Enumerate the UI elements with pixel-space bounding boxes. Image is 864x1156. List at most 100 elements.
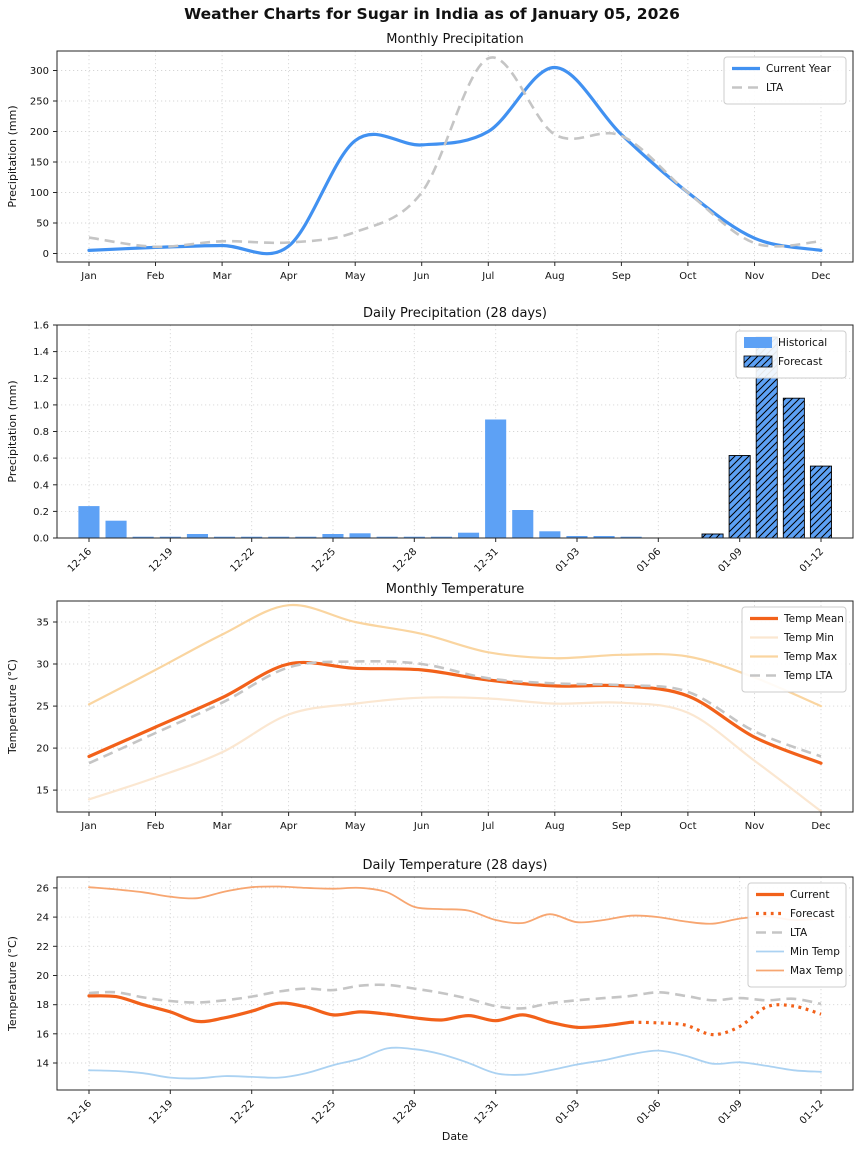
y-tick-label: 1.0 [33, 400, 49, 411]
x-tick-label: Dec [811, 271, 830, 282]
legend-label: Forecast [790, 908, 834, 920]
legend-label: Max Temp [790, 965, 843, 977]
monthly-precipitation-svg: 0 50 100 150 200 250 300 Jan Feb Mar Apr May Jun Jul A… [6, 32, 854, 282]
chart-title: Monthly Temperature [386, 582, 525, 597]
axis-ticks: 15 20 25 30 35 Jan Feb Mar Apr May Jun Jul Aug Sep Oct… [36, 618, 830, 833]
y-tick-label: 200 [30, 127, 49, 138]
y-axis-label: Precipitation (mm) [6, 105, 19, 207]
monthly-temperature-chart: 15 20 25 30 35 Jan Feb Mar Apr May Jun Jul Aug Sep Oct… [0, 578, 864, 854]
line-series-max-temp [88, 885, 822, 925]
grid [57, 601, 853, 812]
x-axis-label: Date [442, 1130, 469, 1143]
x-tick-label: Apr [280, 271, 298, 282]
line-series-lta [88, 56, 822, 249]
legend-label: Forecast [778, 356, 822, 368]
y-tick-label: 16 [36, 1029, 49, 1040]
line-series-temp-lta [88, 659, 822, 765]
legend: Current Forecast LTA Min Temp Max Temp [747, 882, 847, 988]
daily-precipitation-svg: 0.0 0.2 0.4 0.6 0.8 1.0 1.2 1.4 1.6 12-16 12-19 12-… [6, 306, 854, 575]
legend-label: Min Temp [790, 946, 840, 958]
axis-ticks: 0 50 100 150 200 250 300 Jan Feb Mar Apr May Jun Jul A… [30, 66, 831, 282]
x-tick-label: Jul [481, 821, 494, 832]
x-tick-label: 12-28 [391, 1098, 419, 1126]
y-tick-label: 22 [36, 942, 49, 953]
bar-series-historical [78, 419, 642, 538]
series-group [78, 336, 832, 539]
x-tick-label: Mar [213, 821, 233, 832]
y-tick-label: 24 [36, 913, 49, 924]
monthly-precipitation-chart: 0 50 100 150 200 250 300 Jan Feb Mar Apr May Jun Jul A… [0, 28, 864, 302]
y-axis-label: Precipitation (mm) [6, 380, 19, 482]
y-tick-label: 1.2 [33, 374, 49, 385]
y-tick-label: 250 [30, 97, 49, 108]
x-tick-label: 12-19 [147, 1098, 175, 1126]
line-series-current [87, 994, 633, 1030]
y-tick-label: 50 [36, 219, 49, 230]
legend-label: Temp LTA [783, 670, 833, 682]
y-tick-label: 25 [36, 702, 49, 713]
y-tick-label: 100 [30, 188, 49, 199]
x-tick-label: Dec [811, 821, 830, 832]
x-tick-label: Jun [413, 271, 430, 282]
line-series-current-year [87, 65, 823, 256]
y-axis-label: Temperature (°C) [6, 659, 19, 755]
x-tick-label: 12-16 [66, 1098, 94, 1126]
line-series-temp-max [87, 603, 823, 708]
x-tick-label: 01-06 [635, 1098, 663, 1126]
daily-temperature-svg: 14 16 18 20 22 24 26 12-16 12-19 12-22 12-25 12-28 1… [6, 858, 854, 1143]
x-tick-label: Feb [147, 271, 165, 282]
x-tick-label: Nov [745, 821, 765, 832]
chart-title: Daily Temperature (28 days) [362, 858, 547, 873]
series-group [87, 885, 822, 1080]
legend-label: Temp Min [783, 632, 834, 644]
x-tick-label: Feb [147, 821, 165, 832]
x-tick-label: 12-28 [391, 546, 419, 574]
legend: Current Year LTA [723, 56, 847, 105]
y-axis-label: Temperature (°C) [6, 936, 19, 1032]
y-tick-label: 0 [43, 249, 49, 260]
y-tick-label: 300 [30, 66, 49, 77]
y-tick-label: 0.4 [33, 480, 49, 491]
line-series-temp-mean [87, 660, 823, 765]
legend-label: Historical [778, 337, 827, 349]
legend-label: Current [790, 889, 829, 901]
line-series-min-temp [88, 1046, 822, 1080]
daily-temperature-chart: 14 16 18 20 22 24 26 12-16 12-19 12-22 12-25 12-28 1… [0, 854, 864, 1152]
plot-border [56, 876, 854, 1091]
legend-label: LTA [790, 927, 808, 939]
line-series-lta [88, 983, 822, 1010]
x-tick-label: Sep [612, 821, 631, 832]
y-tick-label: 150 [30, 158, 49, 169]
legend-label: Temp Max [783, 651, 837, 663]
legend-label: Current Year [766, 63, 832, 75]
y-tick-label: 35 [36, 618, 49, 629]
x-tick-label: Oct [679, 821, 696, 832]
y-tick-label: 0.8 [33, 427, 49, 438]
line-series-forecast [631, 1003, 822, 1037]
x-tick-label: 01-03 [554, 546, 582, 574]
y-tick-label: 20 [36, 971, 49, 982]
y-tick-label: 0.6 [33, 454, 49, 465]
chart-title: Daily Precipitation (28 days) [363, 306, 547, 321]
x-tick-label: 01-03 [554, 1098, 582, 1126]
x-tick-label: 12-22 [228, 1098, 256, 1126]
x-tick-label: Nov [745, 271, 765, 282]
line-series-temp-min [87, 696, 823, 813]
daily-precipitation-chart: 0.0 0.2 0.4 0.6 0.8 1.0 1.2 1.4 1.6 12-16 12-19 12-… [0, 302, 864, 578]
x-tick-label: 12-19 [147, 546, 175, 574]
y-tick-label: 0.2 [33, 507, 49, 518]
y-tick-label: 0.0 [33, 534, 49, 545]
monthly-temperature-svg: 15 20 25 30 35 Jan Feb Mar Apr May Jun Jul Aug Sep Oct… [6, 582, 854, 833]
x-tick-label: 12-22 [228, 546, 256, 574]
x-tick-label: Jul [481, 271, 494, 282]
grid [57, 51, 853, 262]
x-tick-label: Jan [80, 271, 96, 282]
y-tick-label: 1.4 [33, 347, 49, 358]
x-tick-label: 12-16 [66, 546, 94, 574]
legend: Historical Forecast [735, 330, 847, 379]
bar-series-forecast [701, 336, 832, 539]
x-tick-label: Jan [80, 821, 96, 832]
figure-title: Weather Charts for Sugar in India as of … [184, 5, 680, 23]
x-tick-label: 01-09 [716, 1098, 744, 1126]
